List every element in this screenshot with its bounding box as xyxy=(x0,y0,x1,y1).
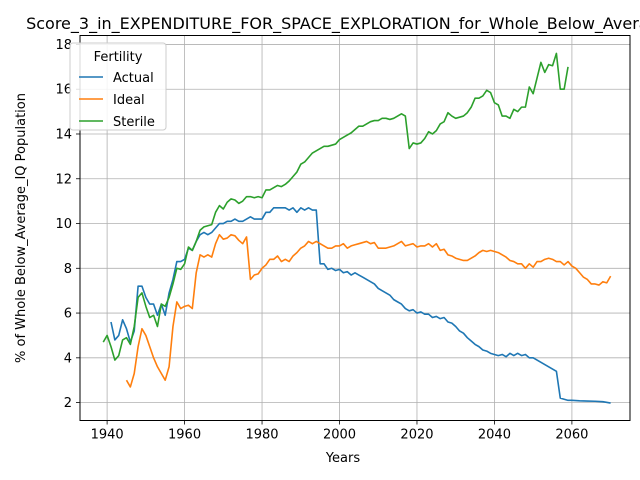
y-tick-label: 12 xyxy=(55,172,72,187)
y-axis: 2 4 6 8 10 12 14 16 18 xyxy=(55,38,80,411)
grid xyxy=(80,35,630,421)
series-group xyxy=(102,52,612,404)
plot-frame xyxy=(79,35,631,421)
x-axis-label: Years xyxy=(325,451,361,466)
legend: Fertility Actual Ideal Sterile xyxy=(69,42,167,131)
legend-label-sterile: Sterile xyxy=(113,115,155,130)
x-tick-label: 2020 xyxy=(400,428,433,443)
legend-label-ideal: Ideal xyxy=(113,93,145,108)
legend-label-actual: Actual xyxy=(113,71,154,86)
series-line-ideal xyxy=(125,233,612,388)
y-tick-label: 2 xyxy=(64,396,72,411)
y-tick-label: 8 xyxy=(64,262,72,277)
x-tick-label: 2040 xyxy=(478,428,511,443)
x-axis: 1940 1960 1980 2000 2020 2040 2060 xyxy=(91,420,588,443)
x-tick-label: 1960 xyxy=(168,428,201,443)
x-tick-label: 1980 xyxy=(245,428,278,443)
x-tick-label: 2060 xyxy=(555,428,588,443)
y-tick-label: 6 xyxy=(64,307,72,322)
legend-title: Fertility xyxy=(94,50,143,65)
y-tick-label: 14 xyxy=(55,127,72,142)
chart-title: Score_3_in_EXPENDITURE_FOR_SPACE_EXPLORA… xyxy=(26,14,640,34)
x-tick-label: 1940 xyxy=(91,428,124,443)
y-tick-label: 16 xyxy=(55,83,72,98)
x-tick-label: 2000 xyxy=(323,428,356,443)
series-line-sterile xyxy=(102,52,569,361)
y-tick-label: 4 xyxy=(64,351,72,366)
y-tick-label: 18 xyxy=(55,38,72,53)
legend-box xyxy=(69,42,167,131)
y-tick-label: 10 xyxy=(55,217,72,232)
y-axis-label: % of Whole Below_Average_IQ Population xyxy=(14,93,29,363)
